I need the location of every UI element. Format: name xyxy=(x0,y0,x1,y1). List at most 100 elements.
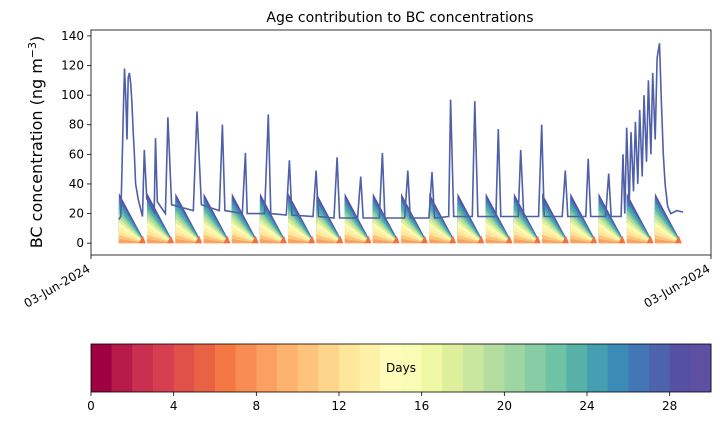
colorbar-swatch xyxy=(339,344,361,392)
young-age-area xyxy=(336,235,344,244)
colorbar-swatch xyxy=(545,344,567,392)
age-band-area xyxy=(485,238,513,244)
colorbar-swatch xyxy=(318,344,340,392)
age-band-area xyxy=(626,238,654,244)
young-age-area xyxy=(223,235,231,244)
age-band-area xyxy=(118,238,146,244)
colorbar-swatch xyxy=(607,344,629,392)
colorbar-swatch xyxy=(173,344,195,392)
age-band-area xyxy=(542,238,569,244)
y-axis-ticks: 0 20 40 60 80 100 120 140 xyxy=(61,29,91,250)
age-band-area xyxy=(513,238,541,244)
colorbar-swatch xyxy=(628,344,650,392)
x-tick-label: 03-Jun-2024 xyxy=(642,261,713,310)
colorbar-tick-label: 16 xyxy=(414,399,429,413)
young-age-area xyxy=(279,235,287,244)
young-age-area xyxy=(533,235,541,244)
age-band-area xyxy=(372,238,400,244)
colorbar-swatch xyxy=(587,344,609,392)
young-age-area xyxy=(420,235,428,244)
colorbar-swatch xyxy=(215,344,237,392)
chart-title: Age contribution to BC concentrations xyxy=(266,10,533,26)
colorbar xyxy=(90,343,712,393)
colorbar-swatch xyxy=(153,344,175,392)
age-band-area xyxy=(231,238,259,244)
y-tick-label: 100 xyxy=(61,88,84,102)
colorbar-swatch xyxy=(504,344,526,392)
age-band-area xyxy=(147,238,174,244)
colorbar-swatch xyxy=(256,344,278,392)
y-tick-label: 0 xyxy=(76,236,84,250)
young-age-area xyxy=(448,235,457,244)
colorbar-swatch xyxy=(421,344,443,392)
colorbar-tick-label: 24 xyxy=(579,399,594,413)
envelope-line xyxy=(118,43,684,220)
age-band-area xyxy=(175,238,203,244)
y-tick-label: 40 xyxy=(69,177,84,191)
colorbar-swatch xyxy=(380,344,402,392)
age-band-area xyxy=(203,238,231,244)
age-band-area xyxy=(259,238,287,244)
y-axis-label-sup: −3 xyxy=(26,42,39,58)
colorbar-swatch xyxy=(277,344,299,392)
age-band-area xyxy=(570,238,598,244)
y-axis-label-main: BC concentration (ng m xyxy=(27,58,46,248)
colorbar-tick-label: 8 xyxy=(253,399,261,413)
young-age-area xyxy=(477,235,485,244)
x-tick-label: 03-Jun-2024 xyxy=(22,261,93,310)
colorbar-label: Days xyxy=(386,361,416,375)
colorbar-swatch xyxy=(566,344,588,392)
y-tick-label: 60 xyxy=(69,147,84,161)
age-band-area xyxy=(654,238,682,244)
age-band-area xyxy=(288,238,315,244)
colorbar-tick-label: 20 xyxy=(497,399,512,413)
young-age-area xyxy=(618,235,626,244)
y-tick-label: 80 xyxy=(69,118,84,132)
colorbar-swatch xyxy=(442,344,464,392)
young-age-area xyxy=(561,235,569,244)
colorbar-tick-label: 0 xyxy=(87,399,95,413)
y-tick-label: 120 xyxy=(61,59,84,73)
colorbar-swatch xyxy=(235,344,257,392)
total-concentration-envelope xyxy=(118,43,684,220)
young-age-area xyxy=(505,235,513,244)
y-axis-label: BC concentration (ng m−3) xyxy=(26,36,47,249)
colorbar-swatch xyxy=(111,344,133,392)
colorbar-swatch xyxy=(401,344,423,392)
x-axis-ticks: 03-Jun-2024 03-Jun-2024 xyxy=(22,255,713,311)
age-band-area xyxy=(344,238,372,244)
age-band-area xyxy=(401,238,428,244)
young-age-area xyxy=(138,235,146,244)
colorbar-swatch xyxy=(194,344,216,392)
young-age-area xyxy=(392,235,400,244)
age-band-area xyxy=(598,238,626,244)
y-tick-label: 20 xyxy=(69,207,84,221)
young-age-area xyxy=(195,235,203,244)
colorbar-swatch xyxy=(690,344,712,392)
colorbar-swatch xyxy=(132,344,154,392)
colorbar-swatch xyxy=(91,344,113,392)
colorbar-tick-label: 4 xyxy=(170,399,178,413)
colorbar-swatch xyxy=(359,344,381,392)
colorbar-frame xyxy=(90,343,712,393)
young-age-area xyxy=(364,235,372,244)
colorbar-ticks: 0 4 8 12 16 20 24 28 xyxy=(87,392,677,413)
colorbar-swatch xyxy=(669,344,691,392)
colorbar-swatch xyxy=(649,344,671,392)
colorbar-tick-label: 28 xyxy=(662,399,677,413)
young-age-area xyxy=(307,235,315,244)
age-band-area xyxy=(316,238,344,244)
young-age-area xyxy=(251,235,259,244)
colorbar-swatch xyxy=(297,344,319,392)
y-tick-label: 140 xyxy=(61,29,84,43)
y-axis-label-close: ) xyxy=(27,36,46,42)
young-age-area xyxy=(674,235,682,244)
young-age-area xyxy=(166,235,174,244)
colorbar-swatch xyxy=(463,344,485,392)
young-age-area xyxy=(646,235,654,244)
age-band-area xyxy=(429,238,457,244)
plot-frame xyxy=(90,29,712,256)
stacked-age-areas xyxy=(118,192,682,244)
young-age-area xyxy=(590,235,598,244)
